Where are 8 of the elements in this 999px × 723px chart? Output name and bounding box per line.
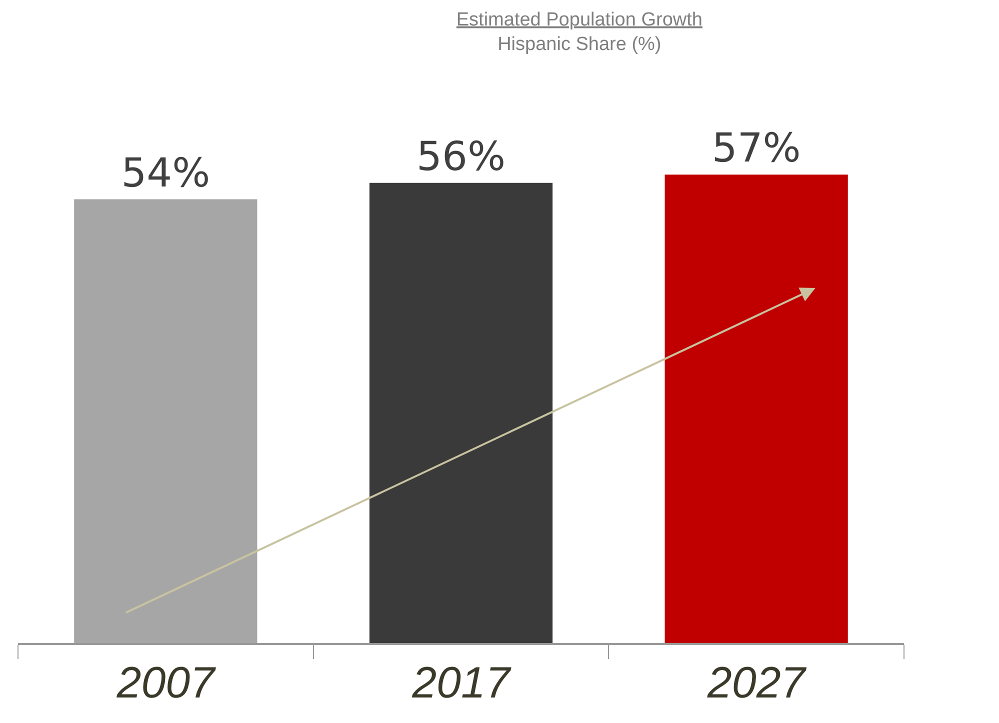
x-tick-label: 2007 (116, 658, 216, 708)
x-tick-label: 2027 (706, 658, 807, 708)
data-label: 57% (712, 126, 801, 172)
data-label: 56% (416, 134, 506, 180)
chart-title: Estimated Population Growth (456, 9, 702, 30)
chart-subtitle: Hispanic Share (%) (498, 34, 662, 56)
x-tick-label: 2017 (411, 658, 512, 708)
data-label: 54% (121, 150, 210, 196)
